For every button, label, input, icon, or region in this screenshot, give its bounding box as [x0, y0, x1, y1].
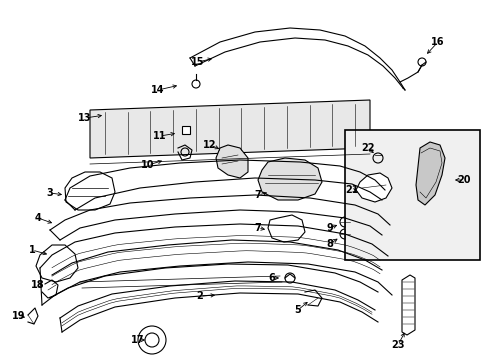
Text: 13: 13	[78, 113, 92, 123]
Text: 7: 7	[254, 223, 261, 233]
Text: 4: 4	[35, 213, 41, 223]
Text: 2: 2	[196, 291, 203, 301]
Text: 12: 12	[203, 140, 216, 150]
Text: 22: 22	[361, 143, 374, 153]
Text: 11: 11	[153, 131, 166, 141]
Polygon shape	[65, 172, 115, 210]
Text: 21: 21	[345, 185, 358, 195]
Polygon shape	[90, 100, 369, 158]
Polygon shape	[267, 215, 305, 242]
Text: 3: 3	[46, 188, 53, 198]
Text: 9: 9	[326, 223, 333, 233]
Text: 8: 8	[326, 239, 333, 249]
Text: 1: 1	[29, 245, 35, 255]
Polygon shape	[355, 173, 391, 202]
Bar	[345, 130, 479, 260]
Polygon shape	[401, 275, 414, 335]
Polygon shape	[258, 158, 321, 200]
Text: 16: 16	[430, 37, 444, 47]
Bar	[182, 126, 190, 134]
Polygon shape	[415, 142, 444, 205]
Text: 10: 10	[141, 160, 154, 170]
Text: 6: 6	[268, 273, 275, 283]
Text: 19: 19	[12, 311, 26, 321]
Text: 20: 20	[456, 175, 470, 185]
Text: 7: 7	[254, 190, 261, 200]
Text: 15: 15	[191, 57, 204, 67]
Text: 18: 18	[31, 280, 45, 290]
Text: 17: 17	[131, 335, 144, 345]
Text: 5: 5	[294, 305, 301, 315]
Text: 14: 14	[151, 85, 164, 95]
Polygon shape	[216, 145, 247, 178]
Text: 23: 23	[390, 340, 404, 350]
Polygon shape	[36, 245, 78, 282]
